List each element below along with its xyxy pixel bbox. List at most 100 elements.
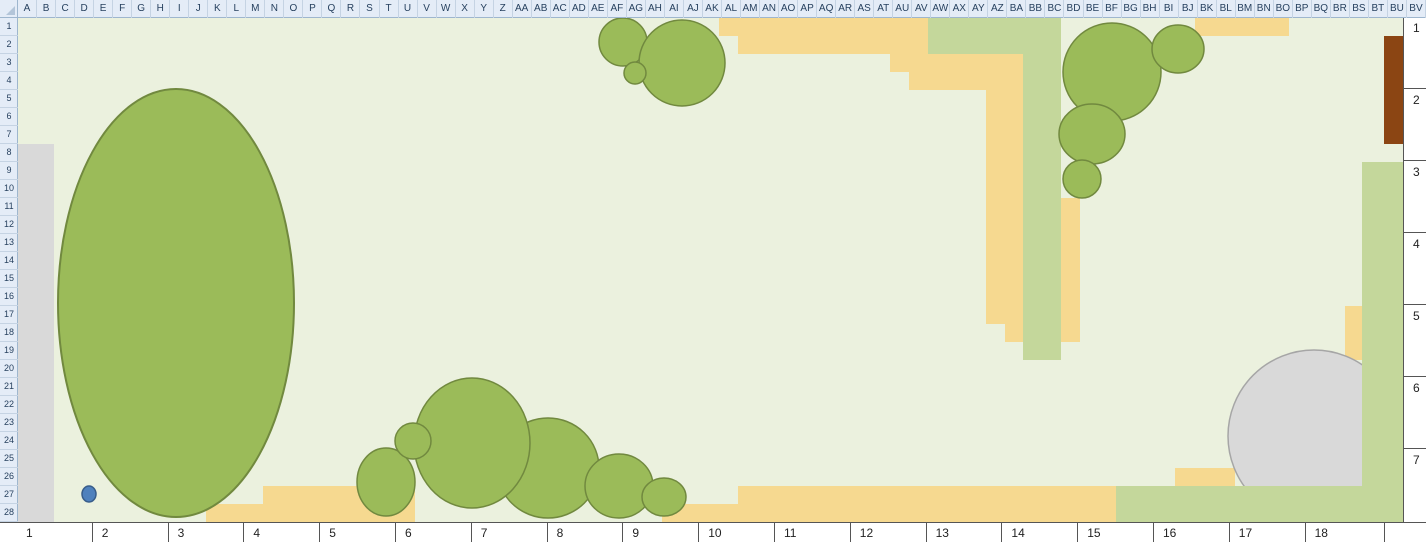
column-header-bg[interactable]: BG — [1122, 0, 1141, 18]
column-header-ad[interactable]: AD — [570, 0, 589, 18]
row-header-24[interactable]: 24 — [0, 432, 18, 450]
column-header-t[interactable]: T — [380, 0, 399, 18]
column-header-at[interactable]: AT — [874, 0, 894, 18]
column-header-l[interactable]: L — [227, 0, 247, 18]
row-header-9[interactable]: 9 — [0, 162, 18, 180]
row-header-14[interactable]: 14 — [0, 252, 18, 270]
column-header-bv[interactable]: BV — [1407, 0, 1426, 18]
row-header-17[interactable]: 17 — [0, 306, 18, 324]
row-header-22[interactable]: 22 — [0, 396, 18, 414]
row-header-19[interactable]: 19 — [0, 342, 18, 360]
column-header-as[interactable]: AS — [855, 0, 875, 18]
column-header-v[interactable]: V — [418, 0, 437, 18]
column-header-a[interactable]: A — [18, 0, 38, 18]
column-header-ap[interactable]: AP — [798, 0, 818, 18]
row-header-1[interactable]: 1 — [0, 18, 18, 36]
row-header-25[interactable]: 25 — [0, 450, 18, 468]
column-header-r[interactable]: R — [341, 0, 361, 18]
row-header-15[interactable]: 15 — [0, 270, 18, 288]
column-header-bi[interactable]: BI — [1160, 0, 1179, 18]
row-header-10[interactable]: 10 — [0, 180, 18, 198]
column-header-ar[interactable]: AR — [836, 0, 856, 18]
row-header-23[interactable]: 23 — [0, 414, 18, 432]
row-header-4[interactable]: 4 — [0, 72, 18, 90]
column-header-k[interactable]: K — [208, 0, 228, 18]
column-header-bu[interactable]: BU — [1388, 0, 1407, 18]
column-header-q[interactable]: Q — [322, 0, 342, 18]
column-header-ae[interactable]: AE — [589, 0, 608, 18]
column-header-ak[interactable]: AK — [703, 0, 722, 18]
column-header-g[interactable]: G — [132, 0, 152, 18]
row-header-12[interactable]: 12 — [0, 216, 18, 234]
column-header-bq[interactable]: BQ — [1312, 0, 1331, 18]
column-header-ba[interactable]: BA — [1007, 0, 1027, 18]
column-header-m[interactable]: M — [246, 0, 266, 18]
column-header-bk[interactable]: BK — [1198, 0, 1217, 18]
column-header-al[interactable]: AL — [722, 0, 742, 18]
column-header-ai[interactable]: AI — [665, 0, 684, 18]
column-header-aq[interactable]: AQ — [817, 0, 837, 18]
column-header-br[interactable]: BR — [1331, 0, 1350, 18]
row-header-21[interactable]: 21 — [0, 378, 18, 396]
column-header-an[interactable]: AN — [760, 0, 780, 18]
column-header-j[interactable]: J — [189, 0, 209, 18]
column-header-x[interactable]: X — [456, 0, 475, 18]
row-header-27[interactable]: 27 — [0, 486, 18, 504]
row-header-13[interactable]: 13 — [0, 234, 18, 252]
column-header-ac[interactable]: AC — [551, 0, 570, 18]
column-header-h[interactable]: H — [151, 0, 171, 18]
column-header-be[interactable]: BE — [1084, 0, 1103, 18]
column-header-bd[interactable]: BD — [1064, 0, 1084, 18]
column-header-bp[interactable]: BP — [1293, 0, 1312, 18]
column-header-e[interactable]: E — [94, 0, 114, 18]
column-header-bt[interactable]: BT — [1369, 0, 1388, 18]
column-header-am[interactable]: AM — [741, 0, 761, 18]
row-header-7[interactable]: 7 — [0, 126, 18, 144]
row-header-3[interactable]: 3 — [0, 54, 18, 72]
column-header-bo[interactable]: BO — [1274, 0, 1293, 18]
column-header-c[interactable]: C — [56, 0, 76, 18]
column-header-bf[interactable]: BF — [1103, 0, 1122, 18]
column-header-bn[interactable]: BN — [1255, 0, 1274, 18]
column-header-d[interactable]: D — [75, 0, 95, 18]
column-header-ax[interactable]: AX — [950, 0, 970, 18]
column-header-bm[interactable]: BM — [1236, 0, 1255, 18]
column-header-ag[interactable]: AG — [627, 0, 646, 18]
column-header-p[interactable]: P — [303, 0, 323, 18]
column-header-bh[interactable]: BH — [1141, 0, 1160, 18]
column-header-i[interactable]: I — [170, 0, 190, 18]
row-header-18[interactable]: 18 — [0, 324, 18, 342]
row-header-6[interactable]: 6 — [0, 108, 18, 126]
column-header-n[interactable]: N — [265, 0, 285, 18]
row-header-28[interactable]: 28 — [0, 504, 18, 522]
column-header-o[interactable]: O — [284, 0, 304, 18]
column-header-b[interactable]: B — [37, 0, 57, 18]
column-header-aw[interactable]: AW — [931, 0, 951, 18]
row-header-16[interactable]: 16 — [0, 288, 18, 306]
column-header-bj[interactable]: BJ — [1179, 0, 1198, 18]
column-header-w[interactable]: W — [437, 0, 456, 18]
column-header-bl[interactable]: BL — [1217, 0, 1236, 18]
column-header-ah[interactable]: AH — [646, 0, 665, 18]
column-header-ab[interactable]: AB — [532, 0, 551, 18]
column-header-au[interactable]: AU — [893, 0, 913, 18]
column-header-bc[interactable]: BC — [1045, 0, 1065, 18]
column-header-u[interactable]: U — [399, 0, 418, 18]
column-header-z[interactable]: Z — [494, 0, 513, 18]
row-header-26[interactable]: 26 — [0, 468, 18, 486]
row-header-5[interactable]: 5 — [0, 90, 18, 108]
column-header-af[interactable]: AF — [608, 0, 627, 18]
column-header-ao[interactable]: AO — [779, 0, 799, 18]
column-header-s[interactable]: S — [360, 0, 380, 18]
column-header-f[interactable]: F — [113, 0, 133, 18]
column-header-av[interactable]: AV — [912, 0, 932, 18]
column-header-bb[interactable]: BB — [1026, 0, 1046, 18]
column-header-aj[interactable]: AJ — [684, 0, 703, 18]
column-header-y[interactable]: Y — [475, 0, 494, 18]
row-header-8[interactable]: 8 — [0, 144, 18, 162]
row-header-11[interactable]: 11 — [0, 198, 18, 216]
column-header-ay[interactable]: AY — [969, 0, 989, 18]
column-header-aa[interactable]: AA — [513, 0, 532, 18]
row-header-2[interactable]: 2 — [0, 36, 18, 54]
select-all-corner[interactable] — [0, 0, 18, 18]
